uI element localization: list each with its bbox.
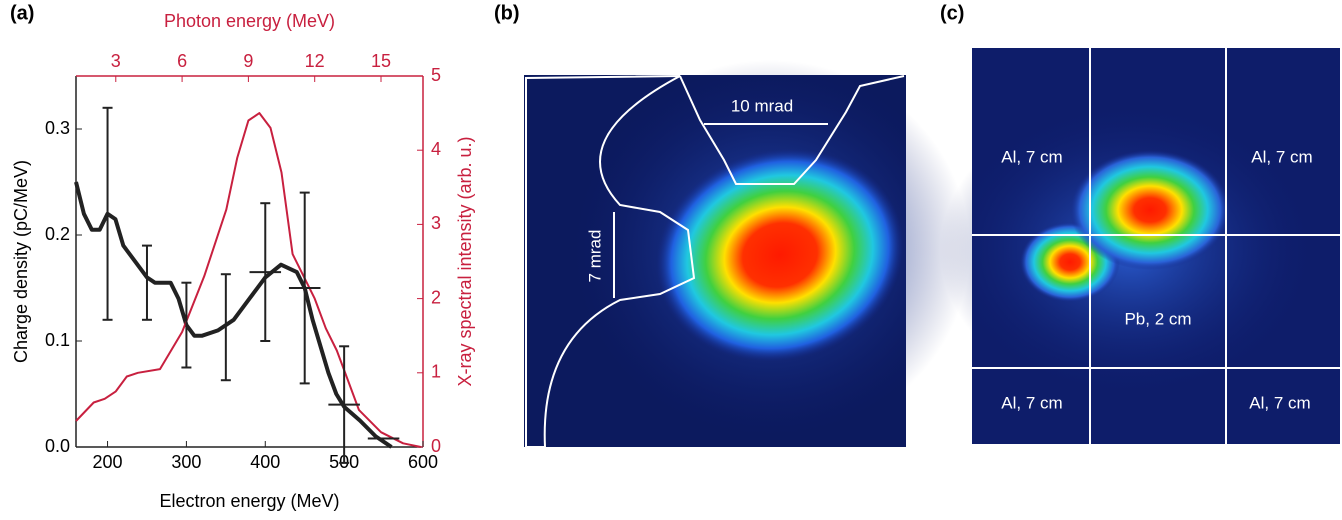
y-axis-label: Charge density (pC/MeV) — [11, 160, 31, 363]
region-label: Al, 7 cm — [1001, 147, 1062, 166]
x-tick-label: 300 — [171, 452, 201, 472]
region-label: Al, 7 cm — [1249, 393, 1310, 412]
annotation: 10 mrad — [731, 96, 793, 115]
panel-label: (c) — [940, 2, 964, 24]
x-tick-label: 600 — [408, 452, 438, 472]
panel-label: (b) — [494, 2, 520, 24]
aperture-outline — [525, 75, 905, 448]
y2-tick-label: 4 — [431, 139, 441, 159]
x2-tick-label: 6 — [177, 51, 187, 71]
region-label: Al, 7 cm — [1001, 393, 1062, 412]
y2-axis-label: X-ray spectral intensity (arb. u.) — [455, 136, 475, 386]
y2-tick-label: 1 — [431, 362, 441, 382]
y2-tick-label: 0 — [431, 436, 441, 456]
panel-label: (a) — [10, 2, 34, 24]
x2-tick-label: 3 — [111, 51, 121, 71]
region-lines — [972, 48, 1340, 444]
y2-tick-label: 3 — [431, 213, 441, 233]
y2-tick-label: 5 — [431, 65, 441, 85]
xray-spectrum-line — [75, 112, 422, 448]
y-tick-label: 0.2 — [45, 224, 70, 244]
x-tick-label: 200 — [93, 452, 123, 472]
panel-c: (c) Al, 7 cm Al, 7 cm Pb, 2 cm Al, 7 cm … — [940, 2, 1340, 444]
y-tick-label: 0.0 — [45, 436, 70, 456]
annotation: 7 mrad — [585, 230, 604, 283]
region-label: Pb, 2 cm — [1124, 309, 1191, 328]
x2-tick-label: 15 — [371, 51, 391, 71]
panel-b: (b) 10 mrad 7 mrad — [494, 2, 970, 448]
electron-spectrum-line — [74, 181, 393, 449]
x-tick-label: 400 — [250, 452, 280, 472]
y2-tick-label: 2 — [431, 287, 441, 307]
y-tick-label: 0.1 — [45, 330, 70, 350]
beam-spot — [1070, 150, 1230, 270]
x2-tick-label: 9 — [243, 51, 253, 71]
x2-tick-label: 12 — [305, 51, 325, 71]
x-axis-label: Electron energy (MeV) — [159, 491, 339, 511]
region-label: Al, 7 cm — [1251, 147, 1312, 166]
x2-axis-label: Photon energy (MeV) — [164, 11, 335, 31]
beam-spot — [656, 148, 904, 362]
y-tick-label: 0.3 — [45, 118, 70, 138]
